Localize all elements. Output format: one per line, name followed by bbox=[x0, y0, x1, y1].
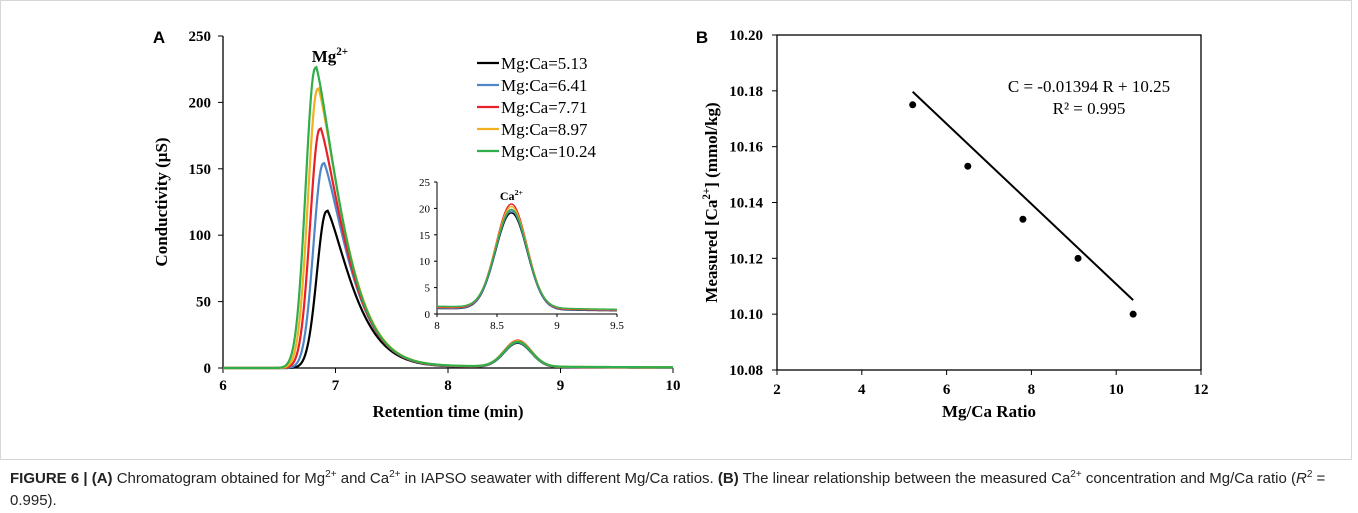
x-tick-label-b: 2 bbox=[773, 382, 781, 398]
y-tick-label-a: 50 bbox=[196, 295, 211, 311]
legend-label: Mg:Ca=10.24 bbox=[501, 142, 597, 161]
caption-text: and Ca bbox=[336, 470, 390, 487]
peak-label-mg: Mg2+ bbox=[312, 46, 348, 66]
x-tick-label-a: 9 bbox=[557, 378, 565, 394]
inset-x-tick-label: 9 bbox=[554, 320, 560, 332]
x-tick-label-b: 4 bbox=[858, 382, 866, 398]
inset-x-tick-label: 8 bbox=[434, 320, 440, 332]
x-axis-label-a: Retention time (min) bbox=[372, 402, 523, 421]
caption-r: R bbox=[1295, 470, 1307, 487]
data-point bbox=[1129, 310, 1137, 318]
data-point bbox=[964, 162, 972, 170]
x-tick-label-b: 6 bbox=[943, 382, 951, 398]
y-tick-label-a: 0 bbox=[204, 361, 212, 377]
x-tick-label-a: 7 bbox=[332, 378, 340, 394]
x-tick-label-a: 6 bbox=[219, 378, 227, 394]
y-tick-label-b: 10.16 bbox=[729, 140, 763, 156]
legend-label: Mg:Ca=6.41 bbox=[501, 76, 588, 95]
panel-label-b: B bbox=[696, 28, 708, 47]
caption-sup: 2+ bbox=[1070, 469, 1082, 480]
y-tick-label-b: 10.18 bbox=[729, 84, 763, 100]
figure-frame: A 0 50 100 150 200 250 6 7 8 9 10 Retention time (mi… bbox=[0, 0, 1352, 460]
legend-label: Mg:Ca=8.97 bbox=[501, 120, 588, 139]
peak-label-ca: Ca2+ bbox=[500, 188, 524, 203]
y-tick-label-a: 250 bbox=[189, 29, 212, 45]
data-point bbox=[909, 101, 917, 109]
inset-y-tick-label: 10 bbox=[419, 256, 431, 268]
caption-text: in IAPSO seawater with different Mg/Ca r… bbox=[400, 470, 718, 487]
caption-text: concentration and Mg/Ca ratio ( bbox=[1081, 470, 1296, 487]
x-tick-label-a: 10 bbox=[666, 378, 681, 394]
y-tick-label-a: 200 bbox=[189, 95, 212, 111]
data-point bbox=[1019, 215, 1027, 223]
caption-text: = 0.995). bbox=[10, 470, 1326, 509]
y-axis-label-a: Conductivity (μS) bbox=[152, 137, 171, 266]
caption-tag-b: (B) bbox=[717, 470, 739, 487]
panel-label-a: A bbox=[153, 28, 165, 47]
y-tick-label-b: 10.14 bbox=[729, 196, 763, 212]
inset-y-tick-label: 20 bbox=[419, 203, 431, 215]
legend-label: Mg:Ca=5.13 bbox=[501, 54, 588, 73]
caption-tag-a: (A) bbox=[91, 470, 113, 487]
caption-sup: 2+ bbox=[389, 469, 401, 480]
caption-text: The linear relationship between the meas… bbox=[738, 470, 1071, 487]
y-tick-label-b: 10.08 bbox=[729, 363, 763, 379]
legend-label: Mg:Ca=7.71 bbox=[501, 98, 588, 117]
y-tick-label-b: 10.20 bbox=[729, 28, 763, 44]
x-tick-label-a: 8 bbox=[444, 378, 452, 394]
trend-r2: R² = 0.995 bbox=[1053, 99, 1126, 118]
inset-y-tick-label: 5 bbox=[425, 283, 431, 295]
inset-x-tick-label: 9.5 bbox=[610, 320, 624, 332]
inset-x-tick-label: 8.5 bbox=[490, 320, 504, 332]
y-axis-label-b: Measured [Ca2+] (mmol/kg) bbox=[701, 102, 721, 302]
x-tick-label-b: 12 bbox=[1194, 382, 1209, 398]
inset-y-tick-label: 0 bbox=[425, 309, 431, 321]
y-tick-label-b: 10.12 bbox=[729, 251, 763, 267]
figure-caption: FIGURE 6 | (A) Chromatogram obtained for… bbox=[10, 468, 1348, 512]
caption-sup: 2+ bbox=[325, 469, 337, 480]
inset-series-line bbox=[436, 208, 618, 311]
series-line-a bbox=[223, 65, 674, 370]
inset-y-tick-label: 25 bbox=[419, 177, 431, 189]
x-tick-label-b: 10 bbox=[1109, 382, 1124, 398]
trendline bbox=[911, 91, 1134, 301]
caption-sup: 2 bbox=[1306, 469, 1313, 480]
y-tick-label-a: 100 bbox=[189, 228, 212, 244]
y-tick-label-a: 150 bbox=[189, 162, 212, 178]
y-tick-label-b: 10.10 bbox=[729, 307, 763, 323]
trend-equation: C = -0.01394 R + 10.25 bbox=[1008, 77, 1170, 96]
data-point bbox=[1074, 254, 1082, 262]
caption-figure-number: FIGURE 6 | bbox=[10, 470, 88, 487]
caption-text: Chromatogram obtained for Mg bbox=[112, 470, 326, 487]
inset-y-tick-label: 15 bbox=[419, 230, 431, 242]
x-tick-label-b: 8 bbox=[1028, 382, 1036, 398]
x-axis-label-b: Mg/Ca Ratio bbox=[942, 402, 1036, 421]
